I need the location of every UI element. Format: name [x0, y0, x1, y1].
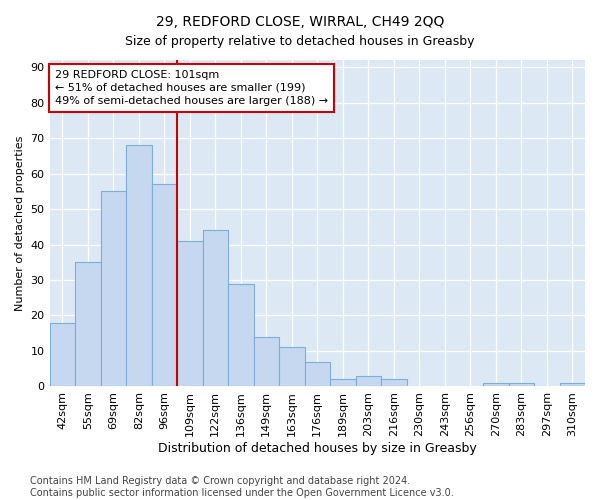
X-axis label: Distribution of detached houses by size in Greasby: Distribution of detached houses by size … — [158, 442, 476, 455]
Bar — [279, 348, 305, 387]
Bar — [356, 376, 381, 386]
Bar — [101, 192, 126, 386]
Bar — [203, 230, 228, 386]
Text: Size of property relative to detached houses in Greasby: Size of property relative to detached ho… — [125, 35, 475, 48]
Bar — [305, 362, 330, 386]
Text: 29, REDFORD CLOSE, WIRRAL, CH49 2QQ: 29, REDFORD CLOSE, WIRRAL, CH49 2QQ — [156, 15, 444, 29]
Bar — [126, 145, 152, 386]
Text: Contains HM Land Registry data © Crown copyright and database right 2024.
Contai: Contains HM Land Registry data © Crown c… — [30, 476, 454, 498]
Bar — [228, 284, 254, 387]
Bar — [381, 380, 407, 386]
Bar — [152, 184, 177, 386]
Bar — [330, 380, 356, 386]
Bar — [509, 383, 534, 386]
Bar — [177, 241, 203, 386]
Bar — [483, 383, 509, 386]
Bar — [560, 383, 585, 386]
Bar — [50, 322, 75, 386]
Text: 29 REDFORD CLOSE: 101sqm
← 51% of detached houses are smaller (199)
49% of semi-: 29 REDFORD CLOSE: 101sqm ← 51% of detach… — [55, 70, 328, 106]
Bar — [75, 262, 101, 386]
Y-axis label: Number of detached properties: Number of detached properties — [15, 136, 25, 311]
Bar — [254, 337, 279, 386]
